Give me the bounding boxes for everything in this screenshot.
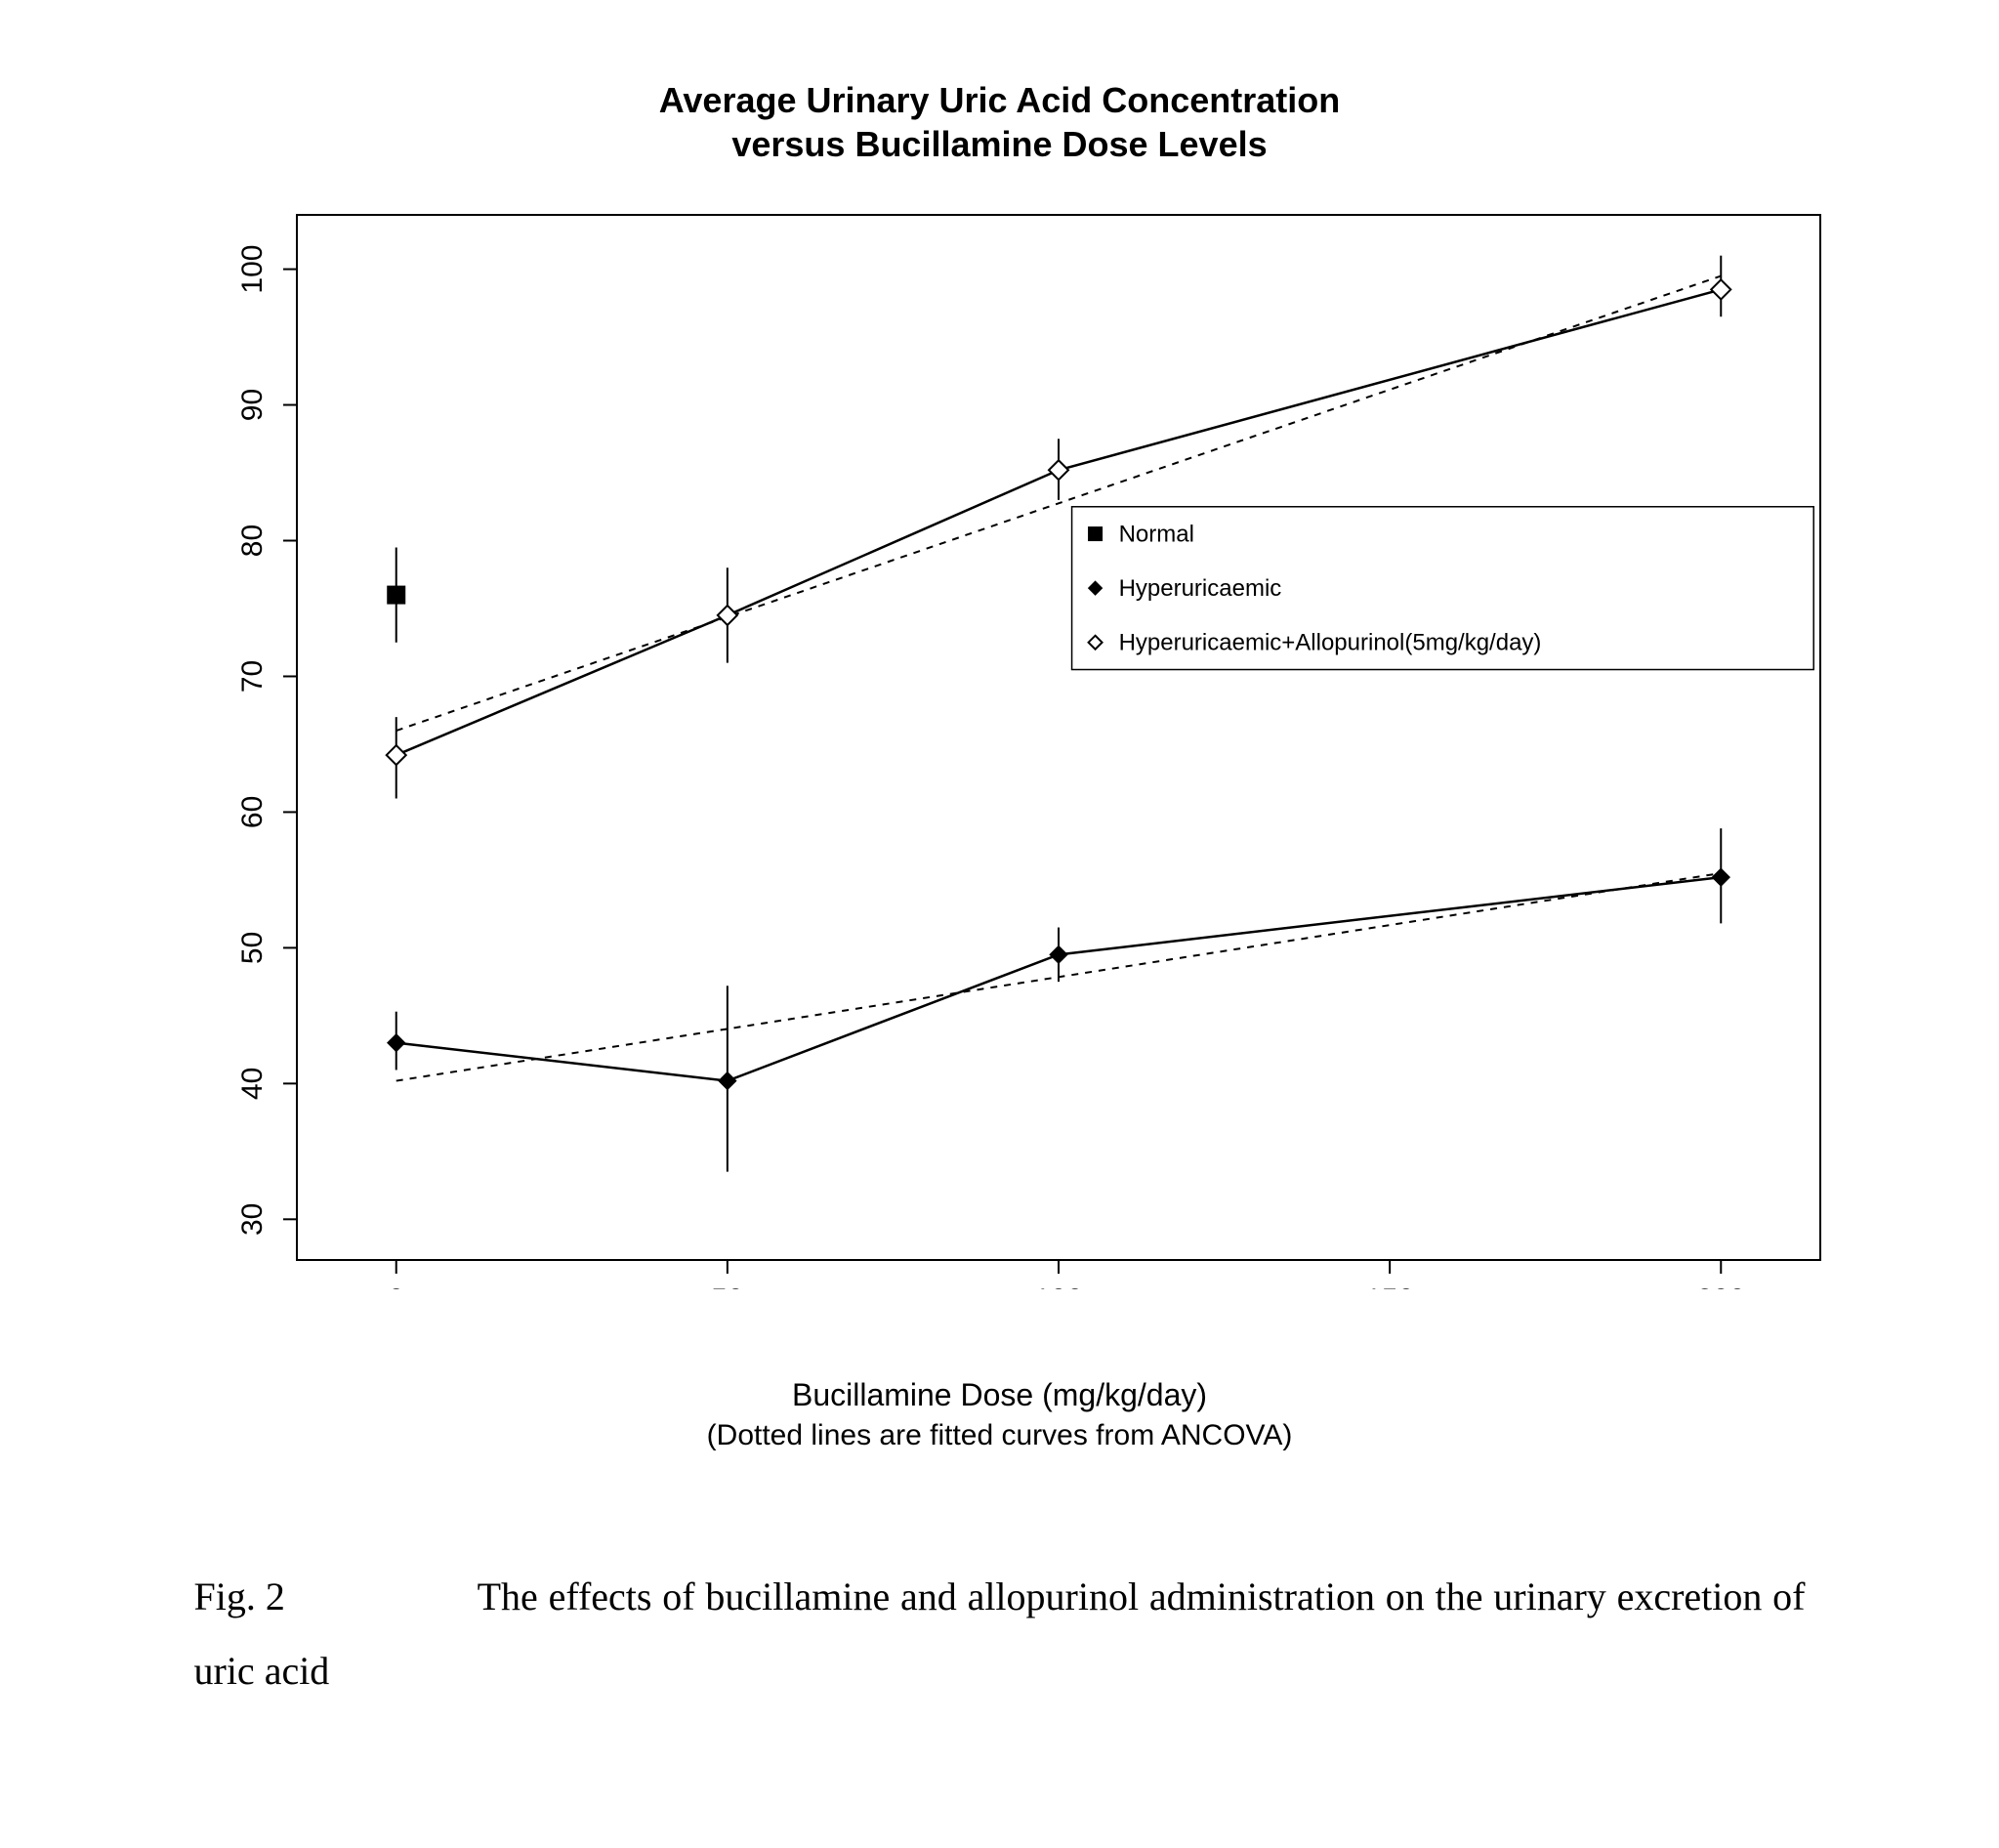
marker-diamond <box>718 1072 735 1090</box>
series-hyperuricaemic <box>387 828 1729 1172</box>
marker-diamond <box>1712 868 1729 886</box>
chart-area: Average Urinary Uric Acid (mg/dL) 050100… <box>170 195 1830 1452</box>
x-tick-label: 50 <box>711 1283 743 1289</box>
legend-label: Hyperuricaemic <box>1118 575 1281 602</box>
y-tick-label: 30 <box>236 1203 269 1236</box>
y-tick-label: 70 <box>236 660 269 693</box>
figure-number: Fig. 2 <box>194 1560 468 1634</box>
marker-diamond-open <box>717 606 736 625</box>
x-axis-sublabel: (Dotted lines are fitted curves from ANC… <box>170 1419 1830 1452</box>
marker-diamond <box>387 1034 404 1052</box>
plot-box <box>297 215 1820 1260</box>
y-tick-label: 80 <box>236 525 269 557</box>
marker-square <box>1088 527 1102 541</box>
x-tick-label: 0 <box>388 1283 404 1289</box>
marker-diamond-open <box>386 745 405 765</box>
legend-label: Hyperuricaemic+Allopurinol(5mg/kg/day) <box>1118 630 1541 656</box>
y-tick-label: 40 <box>236 1068 269 1100</box>
chart-title: Average Urinary Uric Acid Concentration … <box>0 78 1999 166</box>
legend-label: Normal <box>1118 522 1193 548</box>
marker-diamond-open <box>1711 279 1730 299</box>
y-tick-label: 50 <box>236 932 269 964</box>
marker-square <box>387 586 404 604</box>
title-line-2: versus Bucillamine Dose Levels <box>731 124 1267 164</box>
x-tick-label: 200 <box>1696 1283 1745 1289</box>
y-tick-label: 90 <box>236 389 269 421</box>
page: Average Urinary Uric Acid Concentration … <box>0 0 1999 1848</box>
x-axis-label: Bucillamine Dose (mg/kg/day) <box>170 1377 1830 1413</box>
title-line-1: Average Urinary Uric Acid Concentration <box>659 80 1341 120</box>
x-tick-label: 100 <box>1033 1283 1082 1289</box>
y-tick-label: 100 <box>236 245 269 294</box>
legend: Normal Hyperuricaemic Hyperuricaemic+Allop… <box>1071 507 1813 670</box>
x-tick-label: 150 <box>1365 1283 1414 1289</box>
series-normal <box>387 547 404 642</box>
marker-diamond-open <box>1049 460 1068 480</box>
figure-caption: Fig. 2 The effects of bucillamine and al… <box>194 1560 1806 1708</box>
marker-diamond <box>1050 945 1067 963</box>
y-tick-label: 60 <box>236 796 269 828</box>
chart-svg: 0 50 100 150 200 30 40 50 60 70 80 90 100 Normal Hyper… <box>170 195 1850 1289</box>
